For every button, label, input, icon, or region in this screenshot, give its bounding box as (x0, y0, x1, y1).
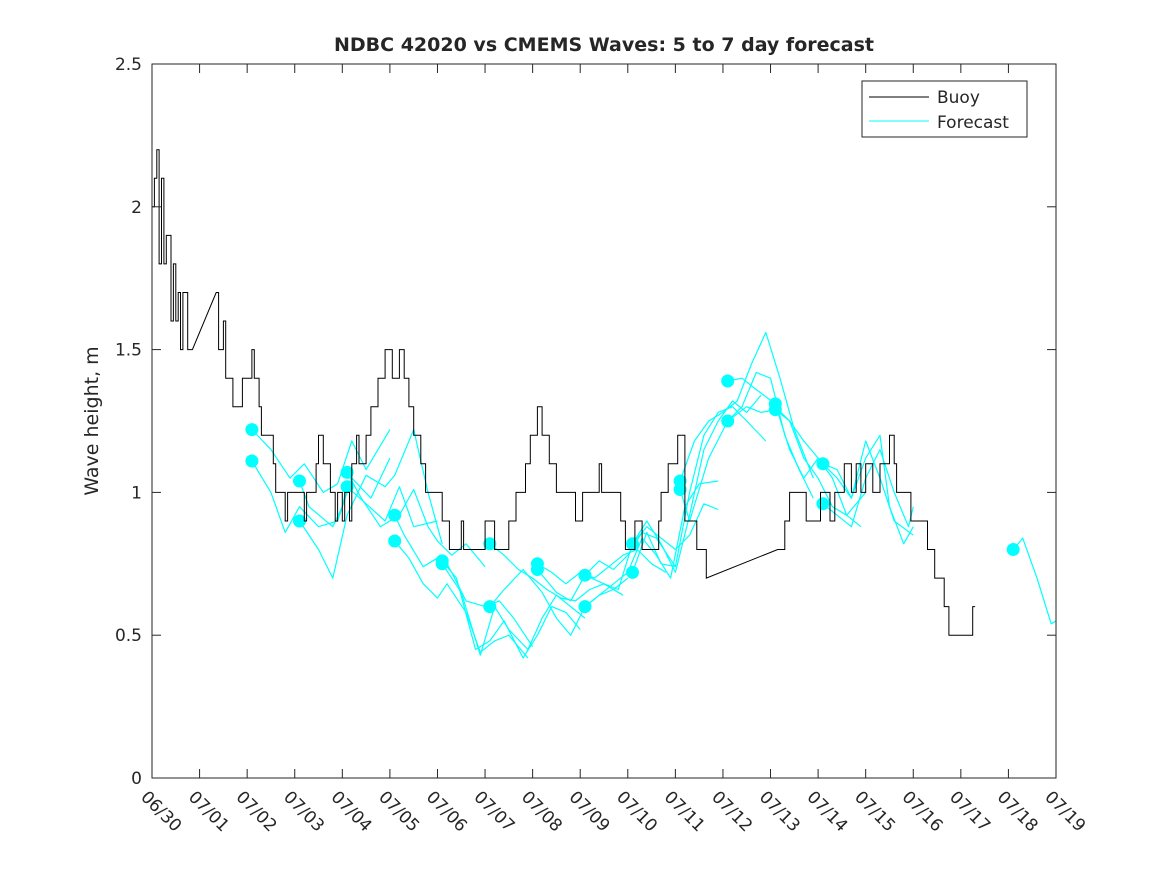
forecast-series-line (822, 434, 914, 545)
forecast-start-marker (626, 565, 639, 579)
forecast-series-line (441, 563, 586, 656)
forecast-series-line (536, 531, 676, 602)
forecast-series-line (537, 548, 667, 585)
forecast-start-marker (483, 600, 497, 614)
y-tick-label: 2.5 (115, 55, 142, 75)
legend: Buoy Forecast (861, 80, 1028, 138)
forecast-series-line (394, 540, 529, 659)
forecast-start-marker (245, 454, 259, 468)
legend-forecast-label: Forecast (937, 113, 1009, 133)
forecast-start-marker (293, 514, 306, 528)
forecast-start-marker (721, 414, 735, 428)
forecast-series-line (251, 457, 391, 534)
buoy-line (152, 149, 976, 636)
forecast-start-marker (816, 497, 830, 511)
forecast-start-marker (578, 600, 592, 614)
legend-box (861, 80, 1028, 138)
y-axis-label: Wave height, m (81, 346, 103, 495)
forecast-start-marker (293, 474, 306, 488)
forecast-series-line (1012, 537, 1057, 625)
forecast-series-line (679, 371, 814, 522)
y-tick-label: 1 (131, 483, 142, 503)
forecast-series-line (631, 406, 767, 573)
forecast-series-line (584, 480, 719, 608)
legend-buoy-label: Buoy (937, 88, 980, 108)
forecast-start-marker (340, 480, 354, 494)
forecast-series-line (489, 568, 629, 636)
forecast-start-marker (1006, 543, 1020, 556)
forecast-start-marker (388, 508, 402, 522)
forecast-start-marker (673, 483, 687, 496)
y-tick-label: 0 (131, 769, 142, 789)
forecast-series-line (489, 543, 624, 602)
data-layer (152, 149, 1057, 659)
axes-box (151, 63, 1057, 779)
y-tick-label: 1.5 (115, 341, 142, 361)
forecast-start-marker (578, 568, 592, 582)
forecast-series-line (727, 377, 862, 528)
forecast-series-line (631, 394, 762, 574)
y-tick-label: 0.5 (115, 626, 142, 646)
forecast-start-marker (340, 465, 354, 479)
forecast-start-marker (483, 537, 497, 551)
forecast-start-marker (388, 534, 402, 548)
forecast-start-marker (816, 457, 830, 471)
forecast-start-marker (721, 374, 735, 388)
forecast-start-marker (245, 423, 259, 437)
y-tick-label: 2 (131, 198, 142, 218)
forecast-series-line (251, 429, 391, 493)
forecast-series-line (727, 406, 867, 516)
forecast-start-marker (435, 557, 449, 571)
forecast-start-marker (768, 403, 782, 417)
forecast-start-marker (626, 537, 639, 551)
chart-title: NDBC 42020 vs CMEMS Waves: 5 to 7 day fo… (334, 34, 874, 56)
plot-area (152, 64, 1056, 778)
forecast-series-line (679, 331, 814, 482)
forecast-series-line (441, 560, 581, 659)
forecast-start-marker (530, 563, 544, 576)
